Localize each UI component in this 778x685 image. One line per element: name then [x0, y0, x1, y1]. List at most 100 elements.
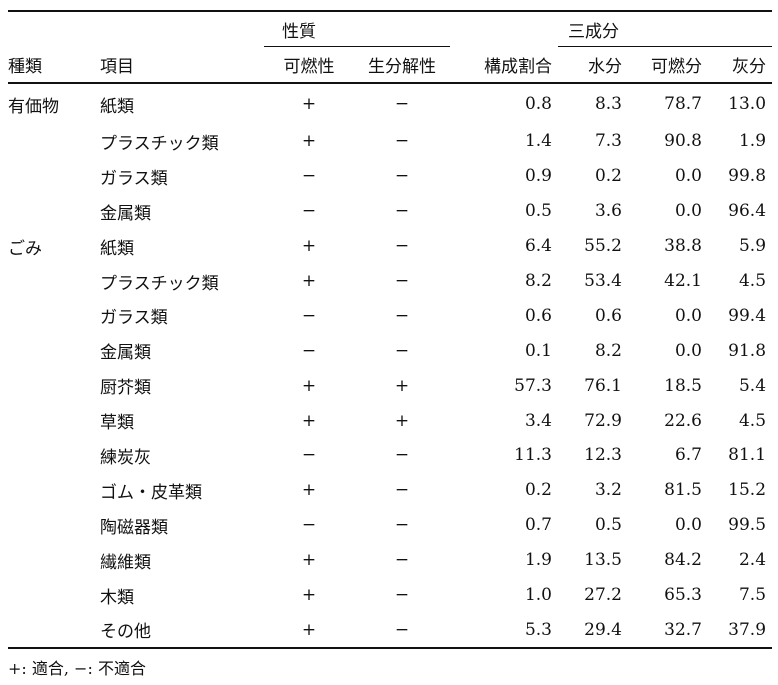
table-body: 有価物 紙類 + −0.8 8.3 78.7 13.0 プラスチック類 + −1.4 7.3 90.8…	[8, 83, 773, 650]
cell-flammable: +	[301, 94, 317, 114]
table-row: 繊維類 + − 1.9 13.5 84.2 2.4	[8, 543, 772, 578]
header-group-properties: 性質	[264, 10, 450, 47]
cell-item: 木類	[100, 587, 134, 608]
cell-water: 0.5	[594, 515, 622, 536]
cell-flammable: +	[301, 585, 317, 606]
cell-category: ごみ	[8, 238, 42, 259]
table-row: 有価物 紙類 + − 0.8 8.3 78.7 13.0	[8, 83, 772, 124]
header-ash: 灰分	[708, 46, 773, 84]
table-row: その他 + −5.3 29.4 32.7 37.9	[8, 612, 773, 650]
cell-category	[8, 508, 92, 543]
header-combustible: 可燃分	[628, 46, 708, 84]
cell-water: 7.3	[594, 131, 622, 152]
cell-item: 草類	[100, 413, 134, 434]
cell-composition: 1.0	[524, 585, 552, 606]
cell-composition: 0.6	[524, 305, 552, 326]
cell-combustible: 0.0	[674, 201, 702, 222]
cell-ash: 99.8	[728, 166, 767, 187]
cell-ash: 13.0	[728, 94, 767, 114]
header-category: 種類	[8, 46, 92, 84]
cell-ash: 1.9	[738, 131, 767, 152]
cell-item: 練炭灰	[100, 447, 151, 468]
header-flammable: 可燃性	[264, 46, 354, 84]
cell-flammable: +	[301, 271, 317, 291]
header-column-row: 種類 項目 可燃性 生分解性 構成割合 水分 可燃分 灰分	[8, 46, 773, 84]
cell-ash: 37.9	[708, 612, 773, 650]
cell-ash: 81.1	[728, 445, 767, 466]
cell-water: 13.5	[584, 550, 622, 571]
cell-biodegradable: +	[394, 410, 410, 431]
cell-combustible: 42.1	[664, 271, 702, 291]
table-row: 厨芥類 + +57.3 76.1 18.5 5.4	[8, 368, 772, 403]
cell-ash: 7.5	[738, 585, 767, 606]
cell-category	[8, 194, 92, 229]
cell-category	[8, 473, 92, 508]
header-composition: 構成割合	[450, 46, 558, 84]
cell-category	[8, 159, 92, 194]
cell-biodegradable: −	[354, 612, 450, 650]
cell-flammable: −	[301, 340, 317, 361]
cell-biodegradable: −	[394, 340, 410, 361]
table-header: 性質 三成分 種類 項目 可燃性 生分解性 構成割合 水分 可燃分 灰分	[8, 10, 773, 84]
cell-item: その他	[92, 612, 264, 650]
cell-combustible: 65.3	[664, 585, 702, 606]
cell-item: ゴム・皮革類	[100, 482, 202, 503]
cell-category	[8, 124, 92, 159]
cell-biodegradable: −	[394, 166, 410, 187]
cell-item: 金属類	[100, 343, 151, 364]
waste-composition-table: 性質 三成分 種類 項目 可燃性 生分解性 構成割合 水分 可燃分 灰分 有価物…	[8, 10, 773, 650]
cell-composition: 0.1	[524, 340, 552, 361]
cell-combustible: 81.5	[664, 480, 702, 501]
cell-water: 55.2	[584, 236, 622, 257]
cell-water: 3.2	[594, 480, 622, 501]
cell-water: 76.1	[584, 375, 622, 396]
cell-ash: 5.9	[738, 236, 767, 257]
cell-composition: 11.3	[514, 445, 552, 466]
cell-biodegradable: −	[394, 201, 410, 222]
cell-item: 金属類	[100, 203, 151, 224]
cell-composition: 5.3	[450, 612, 558, 650]
cell-water: 8.3	[594, 94, 622, 114]
cell-item: 陶磁器類	[100, 517, 168, 538]
cell-water: 0.6	[594, 305, 622, 326]
table-row: 金属類 − − 0.5 3.6 0.0 96.4	[8, 194, 772, 229]
table-row: 金属類 − − 0.1 8.2 0.0 91.8	[8, 333, 772, 368]
cell-composition: 8.2	[524, 271, 552, 291]
cell-category	[8, 264, 92, 299]
header-biodegradable: 生分解性	[354, 46, 450, 84]
cell-combustible: 0.0	[674, 305, 702, 326]
cell-composition: 0.7	[524, 515, 552, 536]
cell-flammable: −	[301, 445, 317, 466]
cell-ash: 4.5	[738, 271, 767, 291]
cell-flammable: +	[301, 550, 317, 571]
cell-ash: 5.4	[738, 375, 767, 396]
cell-biodegradable: −	[394, 445, 410, 466]
header-item: 項目	[92, 46, 264, 84]
cell-flammable: +	[301, 410, 317, 431]
cell-item: 紙類	[100, 238, 134, 259]
cell-biodegradable: −	[394, 550, 410, 571]
cell-category	[8, 612, 92, 650]
table-row: 木類 + − 1.0 27.2 65.3 7.5	[8, 578, 772, 613]
cell-combustible: 78.7	[664, 94, 702, 114]
cell-composition: 0.2	[524, 480, 552, 501]
cell-combustible: 84.2	[664, 550, 702, 571]
cell-flammable: −	[301, 201, 317, 222]
cell-water: 72.9	[584, 410, 622, 431]
cell-biodegradable: −	[394, 480, 410, 501]
cell-water: 53.4	[584, 271, 622, 291]
cell-item: 紙類	[100, 96, 134, 117]
cell-category	[8, 438, 92, 473]
cell-composition: 6.4	[524, 236, 552, 257]
header-water: 水分	[558, 46, 628, 84]
table-row: ガラス類 − − 0.9 0.2 0.0 99.8	[8, 159, 772, 194]
table-row: プラスチック類 + − 1.4 7.3 90.8 1.9	[8, 124, 772, 159]
cell-biodegradable: −	[394, 236, 410, 257]
cell-item: 繊維類	[100, 552, 151, 573]
cell-item: ガラス類	[100, 308, 168, 329]
cell-ash: 99.5	[728, 515, 767, 536]
cell-flammable: +	[301, 236, 317, 257]
cell-water: 29.4	[558, 612, 628, 650]
cell-ash: 15.2	[728, 480, 767, 501]
